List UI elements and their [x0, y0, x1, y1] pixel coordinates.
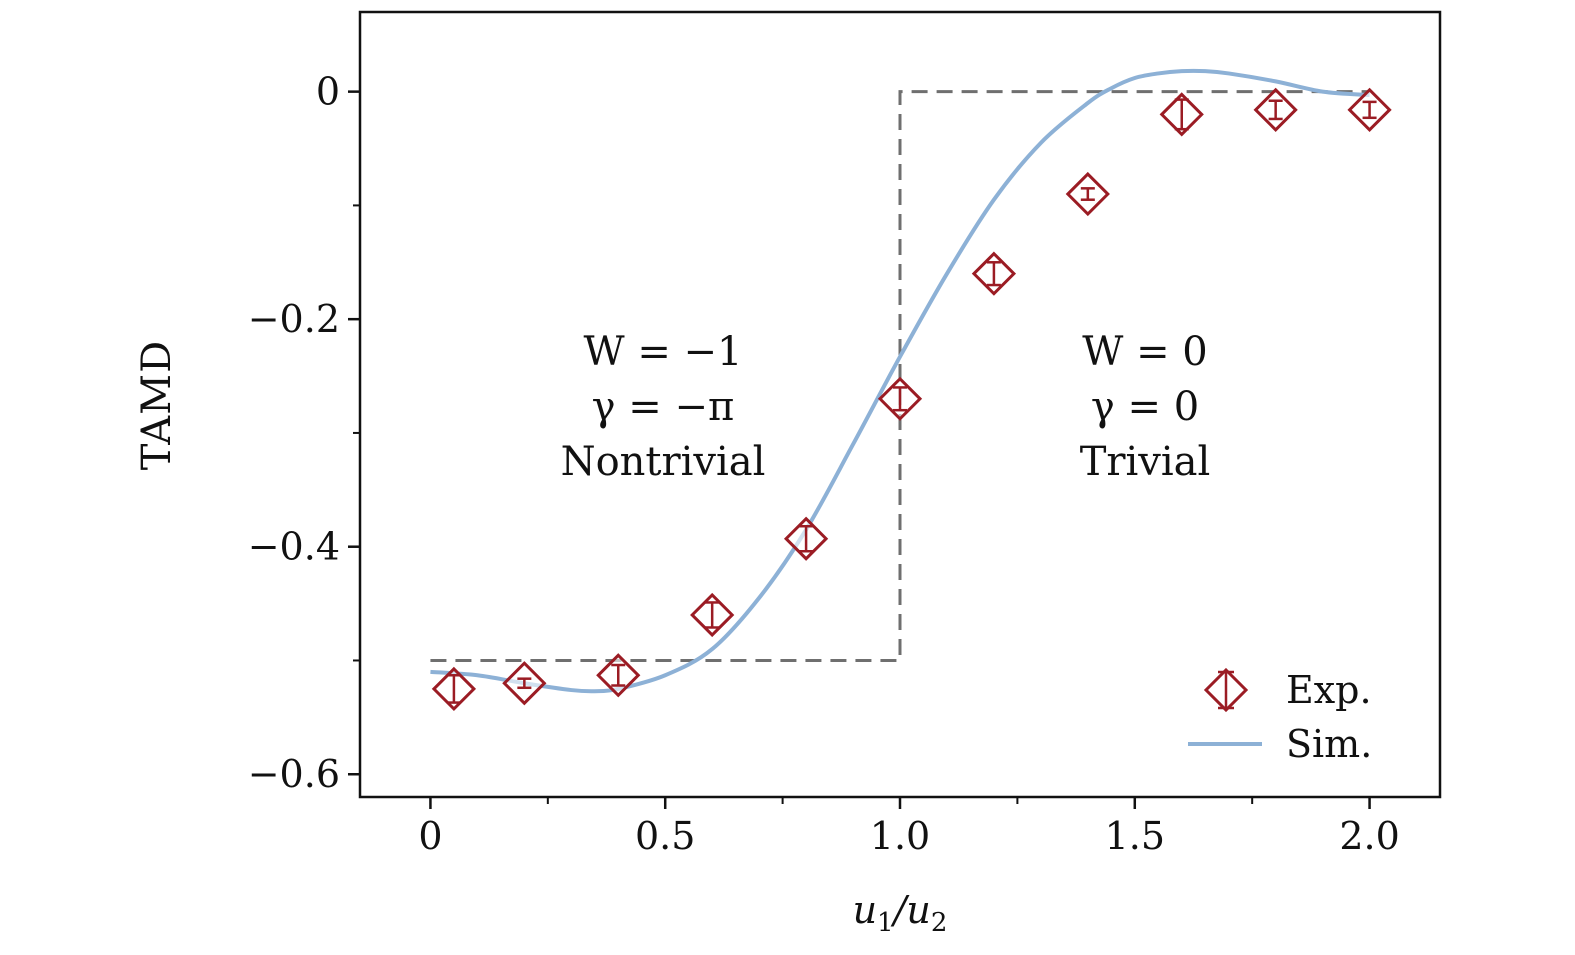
y-tick-label: −0.4 [248, 525, 340, 569]
annotation-nontrivial: W = −1 γ = −π Nontrivial [561, 329, 766, 485]
sim-curve [430, 68, 1370, 694]
exp-data-point [971, 251, 1017, 296]
exp-data-point [1253, 87, 1298, 132]
exp-data-point [431, 666, 477, 712]
exp-data-point [596, 653, 641, 698]
annotation-left-label: Nontrivial [561, 439, 766, 485]
annotation-right-label: Trivial [1080, 439, 1211, 485]
legend: Exp. Sim. [1188, 667, 1372, 766]
y-tick-label: 0 [316, 70, 340, 114]
annotation-trivial: W = 0 γ = 0 Trivial [1080, 329, 1211, 485]
x-tick-label: 0.5 [635, 814, 695, 858]
legend-sim-label: Sim. [1286, 722, 1372, 766]
x-axis-label: u1/u2 [853, 888, 948, 938]
axis-ticks-layer: 0 0.5 1.0 1.5 2.0 0 −0.2 −0.4 −0.6 [248, 70, 1400, 858]
step-reference-line [430, 90, 1370, 662]
x-tick-label: 0 [418, 814, 442, 858]
sim-curve-layer [430, 68, 1370, 694]
exp-data-point [690, 592, 735, 638]
legend-exp-label: Exp. [1286, 668, 1372, 712]
y-axis-label: TAMD [134, 340, 180, 470]
exp-data-point [502, 661, 547, 706]
exp-data-point [1347, 87, 1392, 132]
x-tick-label: 1.5 [1105, 814, 1165, 858]
x-tick-label: 1.0 [870, 814, 930, 858]
annotation-left-phase: γ = −π [592, 384, 735, 430]
legend-exp-marker [1203, 667, 1249, 713]
annotation-left-winding: W = −1 [583, 329, 742, 375]
x-tick-label: 2.0 [1339, 814, 1399, 858]
annotation-right-winding: W = 0 [1082, 329, 1208, 375]
exp-data-point [1159, 92, 1204, 137]
y-tick-label: −0.2 [248, 297, 340, 341]
step-line-layer [430, 90, 1370, 662]
exp-data-point [1065, 171, 1110, 217]
exp-data-point [783, 516, 829, 561]
y-tick-label: −0.6 [248, 752, 340, 796]
annotation-right-phase: γ = 0 [1091, 384, 1199, 430]
exp-data-point [877, 376, 923, 421]
exp-markers-layer [431, 87, 1392, 712]
